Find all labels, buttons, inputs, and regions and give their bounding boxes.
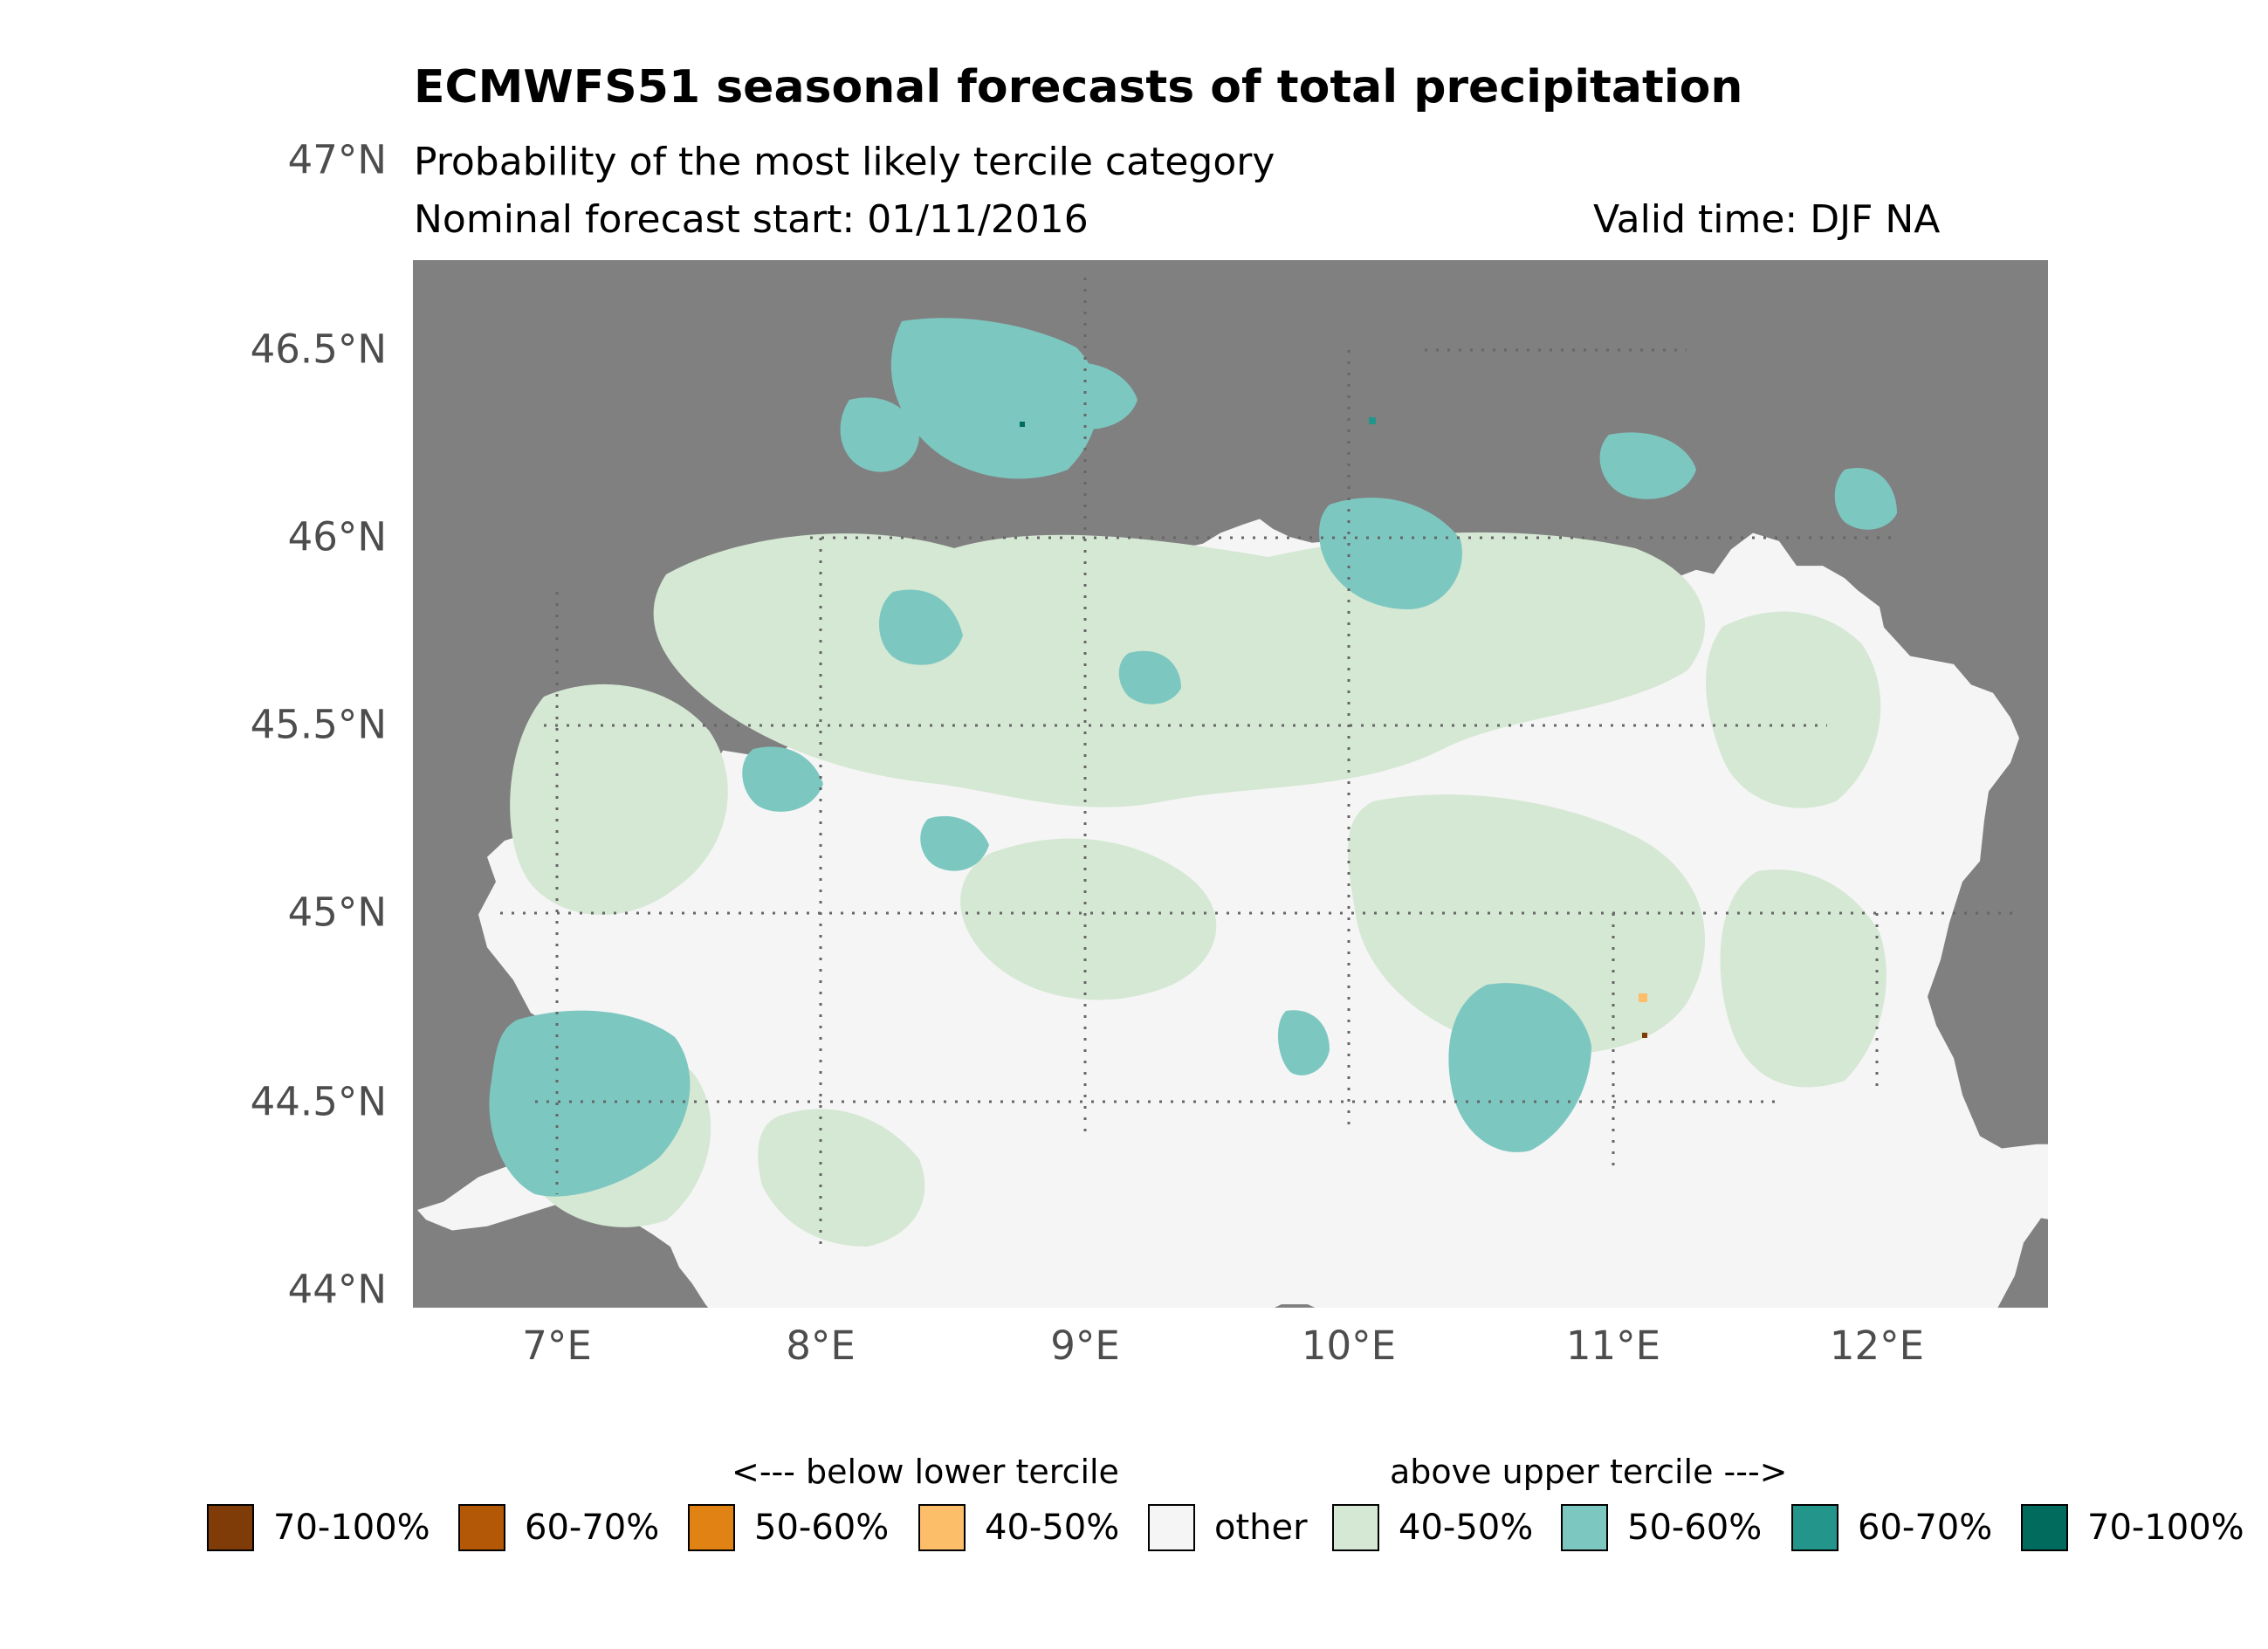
legend-swatch: [688, 1504, 735, 1551]
graticule: [500, 278, 2019, 1247]
lat-label-44-5: 44.5°N: [250, 1078, 387, 1125]
lon-label-12: 12°E: [1829, 1323, 1925, 1369]
lon-label-7: 7°E: [522, 1323, 592, 1369]
legend-swatch: [1332, 1504, 1379, 1551]
legend-label: other: [1214, 1508, 1308, 1548]
legend-label: 40-50%: [985, 1508, 1120, 1548]
legend-label: 70-100%: [2087, 1508, 2244, 1548]
region-above-50-60: [489, 318, 1897, 1197]
legend-item-above-40-50: 40-50%: [1332, 1503, 1533, 1552]
lat-label-46: 46°N: [287, 513, 387, 560]
legend-item-other: other: [1148, 1503, 1308, 1552]
legend-label: 40-50%: [1399, 1508, 1534, 1548]
legend-below-heading: <--- below lower tercile: [732, 1453, 1119, 1491]
region-below-40-50: [1639, 993, 1647, 1002]
legend-swatch: [2021, 1504, 2068, 1551]
legend-swatch: [918, 1504, 966, 1551]
figure-title: ECMWFS51 seasonal forecasts of total pre…: [414, 61, 1743, 113]
lat-label-46-5: 46.5°N: [250, 326, 387, 373]
legend-swatch: [207, 1504, 254, 1551]
legend-above-heading: above upper tercile --->: [1390, 1453, 1788, 1491]
legend-label: 60-70%: [525, 1508, 660, 1548]
legend-item-below-40-50: 40-50%: [918, 1503, 1119, 1552]
legend-swatch: [1791, 1504, 1838, 1551]
legend-item-above-50-60: 50-60%: [1561, 1503, 1762, 1552]
legend-label: 50-60%: [1627, 1508, 1763, 1548]
legend-item-below-60-70: 60-70%: [458, 1503, 659, 1552]
valid-time-label: Valid time: DJF NA: [1593, 197, 1941, 242]
lon-label-9: 9°E: [1050, 1323, 1120, 1369]
legend-label: 70-100%: [273, 1508, 430, 1548]
lon-label-11: 11°E: [1565, 1323, 1661, 1369]
legend-swatch: [1148, 1504, 1195, 1551]
region-above-70-100: [1020, 422, 1025, 427]
legend-label: 60-70%: [1858, 1508, 1993, 1548]
legend-item-below-50-60: 50-60%: [688, 1503, 889, 1552]
legend-item-below-70-100: 70-100%: [207, 1503, 430, 1552]
region-below-70-100: [1642, 1033, 1647, 1038]
lat-label-47: 47°N: [287, 136, 387, 183]
legend-item-above-70-100: 70-100%: [2021, 1503, 2244, 1552]
lat-label-45: 45°N: [287, 889, 387, 936]
lat-label-45-5: 45.5°N: [250, 701, 387, 748]
legend-item-above-60-70: 60-70%: [1791, 1503, 1992, 1552]
map-panel: [413, 260, 2048, 1308]
lat-label-44: 44°N: [287, 1266, 387, 1313]
legend-swatch: [1561, 1504, 1608, 1551]
forecast-start-label: Nominal forecast start: 01/11/2016: [414, 197, 1089, 242]
lon-label-8: 8°E: [786, 1323, 856, 1369]
legend-label: 50-60%: [754, 1508, 890, 1548]
legend-swatch: [458, 1504, 505, 1551]
lon-label-10: 10°E: [1301, 1323, 1397, 1369]
figure-subtitle: Probability of the most likely tercile c…: [414, 140, 1275, 184]
land-region: [417, 318, 2048, 1308]
region-above-60-70: [1369, 417, 1376, 424]
